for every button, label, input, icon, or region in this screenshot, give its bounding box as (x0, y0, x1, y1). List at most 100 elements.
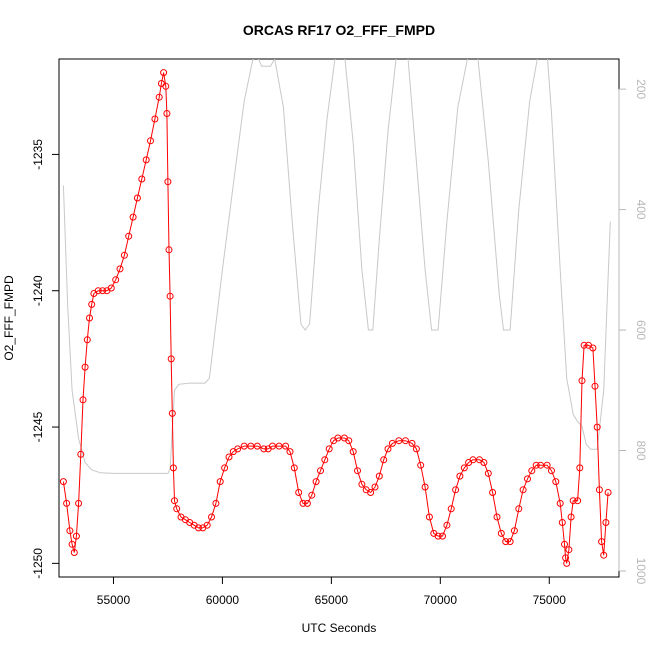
right-tick-label: 200 (634, 79, 648, 99)
data-point (212, 499, 220, 507)
x-tick-label: 65000 (315, 593, 349, 607)
data-point (380, 456, 388, 464)
plot-frame (58, 58, 620, 578)
data-point (308, 491, 316, 499)
data-point (434, 532, 442, 540)
y-tick-label: -1235 (31, 139, 45, 170)
data-point (88, 300, 96, 308)
right-axis: 200 400 600 800 1000 (618, 79, 648, 585)
x-axis-label: UTC Seconds (302, 621, 377, 635)
data-point (120, 251, 128, 259)
data-point (493, 513, 501, 521)
data-point (59, 478, 67, 486)
data-point (303, 499, 311, 507)
data-point (138, 175, 146, 183)
data-point (94, 287, 102, 295)
data-point (421, 483, 429, 491)
data-point (565, 546, 573, 554)
data-point (68, 540, 76, 548)
data-point (269, 442, 276, 450)
x-tick-label: 75000 (533, 593, 567, 607)
data-point (253, 442, 261, 450)
data-point (600, 551, 608, 559)
data-point (72, 532, 80, 540)
data-point (260, 445, 268, 453)
right-tick-label: 1000 (634, 558, 648, 585)
data-point (203, 521, 211, 529)
data-point (576, 464, 584, 472)
data-point (321, 456, 329, 464)
data-point (556, 499, 564, 507)
data-point (79, 396, 87, 404)
data-point (169, 464, 177, 472)
data-point (282, 442, 290, 450)
data-point (155, 93, 163, 101)
data-point (439, 532, 446, 540)
data-point (480, 459, 488, 466)
data-point (86, 314, 93, 322)
data-point (506, 538, 514, 546)
y-tick-label: -1250 (31, 548, 45, 579)
data-point (515, 505, 523, 513)
data-point (295, 489, 303, 496)
data-point (63, 499, 71, 507)
data-point (112, 276, 120, 284)
data-point (558, 519, 566, 526)
data-point (345, 437, 353, 445)
data-point (425, 513, 433, 521)
data-point (417, 461, 425, 469)
data-point (77, 450, 85, 458)
chart-title: ORCAS RF17 O2_FFF_FMPD (243, 22, 435, 38)
data-point (598, 538, 606, 546)
data-point (578, 377, 586, 385)
data-point (99, 287, 107, 295)
data-point (484, 469, 492, 477)
data-point (225, 453, 233, 461)
data-point (567, 513, 575, 521)
data-point (349, 448, 357, 456)
data-point (388, 439, 396, 447)
data-point (367, 489, 375, 496)
data-point (456, 472, 464, 480)
data-point (595, 486, 603, 494)
data-point (66, 527, 74, 535)
data-point (443, 521, 451, 529)
data-point (129, 213, 137, 221)
x-axis: 55000 60000 65000 70000 75000 (97, 576, 567, 607)
data-point (216, 478, 224, 486)
data-point (569, 497, 577, 505)
y-axis-label: O2_FFF_FMPD (2, 275, 16, 361)
data-point (519, 486, 527, 494)
data-point (147, 137, 154, 145)
data-point (375, 472, 383, 480)
data-point (167, 355, 175, 363)
data-point (602, 519, 610, 526)
data-point (528, 467, 536, 475)
right-tick-label: 400 (634, 200, 648, 220)
data-point (133, 194, 141, 202)
data-point (563, 559, 571, 567)
data-point (166, 292, 174, 300)
data-point (325, 445, 333, 453)
data-point (543, 461, 551, 469)
data-point (354, 467, 361, 475)
primary-series-line (62, 72, 609, 564)
data-point (447, 505, 455, 513)
data-point (240, 442, 248, 450)
secondary-series (62, 59, 611, 474)
data-point (524, 475, 531, 483)
data-point (402, 437, 409, 445)
data-point (208, 513, 215, 521)
x-tick-label: 60000 (206, 593, 240, 607)
data-point (160, 69, 168, 77)
data-point (384, 445, 392, 453)
data-point (358, 480, 366, 488)
data-point (591, 382, 599, 390)
data-point (502, 538, 510, 546)
data-point (371, 483, 379, 491)
y-tick-label: -1240 (31, 275, 45, 306)
data-point (81, 363, 89, 371)
data-point (408, 439, 416, 447)
data-point (312, 478, 320, 486)
